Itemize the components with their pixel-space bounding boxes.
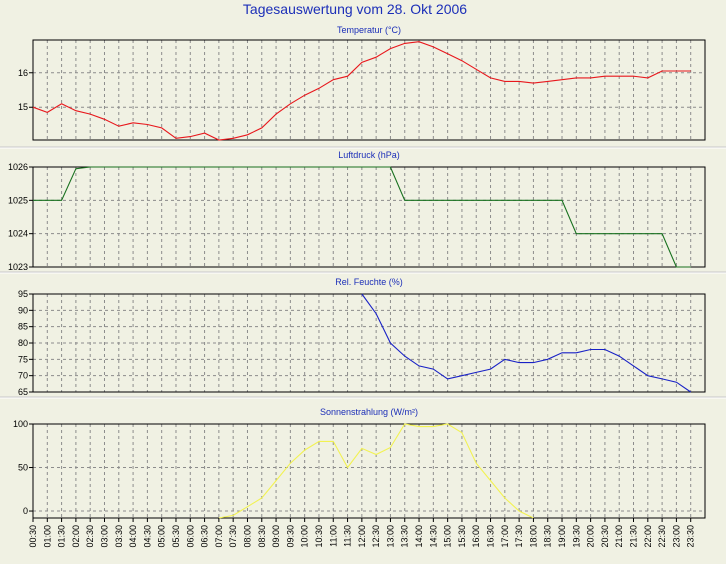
y-tick-label: 1024	[8, 229, 28, 239]
x-tick-label: 09:00	[271, 525, 281, 548]
panel-title: Rel. Feuchte (%)	[335, 277, 403, 287]
plot-frame	[32, 293, 706, 393]
x-tick-label: 16:30	[486, 525, 496, 548]
x-tick-label: 08:00	[242, 525, 252, 548]
y-tick-label: 0	[23, 506, 28, 516]
x-tick-label: 21:00	[614, 525, 624, 548]
plot-frame	[32, 166, 706, 268]
x-tick-label: 11:00	[328, 525, 338, 547]
x-tick-label: 18:30	[543, 525, 553, 548]
y-tick-label: 16	[18, 68, 28, 78]
chart-panels: Temperatur (°C) 15 16 Luftdruck (hPa) 1023 10…	[0, 25, 726, 519]
panel-title: Sonnenstrahlung (W/m²)	[320, 407, 418, 417]
x-tick-label: 04:00	[128, 525, 138, 548]
x-tick-label: 23:00	[671, 525, 681, 548]
x-tick-label: 15:30	[457, 525, 467, 548]
y-tick-label: 1023	[8, 262, 28, 272]
panel-2: Luftdruck (hPa) 1023 1024 1025 1026	[0, 150, 726, 274]
panel-title: Temperatur (°C)	[337, 25, 401, 35]
series-line	[361, 293, 692, 393]
x-tick-label: 02:30	[85, 525, 95, 548]
plot-frame	[32, 423, 706, 519]
panel-1: Temperatur (°C) 15 16	[0, 25, 726, 149]
x-tick-label: 09:30	[285, 525, 295, 548]
x-tick-label: 07:30	[228, 525, 238, 548]
x-tick-label: 17:00	[500, 525, 510, 548]
x-tick-label: 13:00	[385, 525, 395, 548]
y-tick-label: 15	[18, 102, 28, 112]
x-tick-label: 05:00	[157, 525, 167, 548]
panel-title: Luftdruck (hPa)	[338, 150, 400, 160]
y-tick-label: 80	[18, 338, 28, 348]
x-tick-label: 16:00	[471, 525, 481, 548]
x-tick-label: 19:00	[557, 525, 567, 548]
x-tick-label: 21:30	[629, 525, 639, 548]
y-tick-label: 50	[18, 463, 28, 473]
y-tick-label: 70	[18, 371, 28, 381]
x-tick-label: 20:00	[586, 525, 596, 548]
x-tick-label: 06:00	[185, 525, 195, 548]
series-line	[218, 423, 534, 519]
x-tick-label: 12:00	[357, 525, 367, 548]
x-tick-label: 04:30	[142, 525, 152, 548]
plot-frame	[32, 39, 706, 141]
y-tick-label: 85	[18, 322, 28, 332]
x-tick-label: 15:00	[443, 525, 453, 548]
y-tick-label: 100	[13, 419, 28, 429]
y-tick-label: 90	[18, 305, 28, 315]
series-line	[32, 41, 691, 141]
y-tick-label: 95	[18, 289, 28, 299]
x-tick-label: 03:00	[99, 525, 109, 548]
x-axis: 00:30 01:00 01:30 02:00 02:30 03:00 03:30 04:00…	[28, 518, 696, 548]
x-tick-label: 01:00	[42, 525, 52, 548]
y-tick-label: 1026	[8, 162, 28, 172]
x-tick-label: 07:00	[214, 525, 224, 548]
x-tick-label: 06:30	[200, 525, 210, 548]
x-tick-label: 10:00	[300, 525, 310, 548]
x-tick-label: 14:00	[414, 525, 424, 548]
x-tick-label: 10:30	[314, 525, 324, 548]
x-tick-label: 05:30	[171, 525, 181, 548]
x-tick-label: 22:30	[657, 525, 667, 548]
x-tick-label: 00:30	[28, 525, 38, 548]
x-tick-label: 17:30	[514, 525, 524, 548]
panel-3: Rel. Feuchte (%) 65 70 75 80 85 90 95	[0, 277, 726, 399]
panel-4: Sonnenstrahlung (W/m²) 0 50 100	[13, 407, 706, 519]
main-title: Tagesauswertung vom 28. Okt 2006	[243, 1, 467, 17]
x-tick-label: 02:00	[71, 525, 81, 548]
x-tick-label: 03:30	[114, 525, 124, 548]
x-tick-label: 14:30	[428, 525, 438, 548]
y-tick-label: 1025	[8, 195, 28, 205]
x-tick-label: 20:30	[600, 525, 610, 548]
x-tick-label: 18:00	[528, 525, 538, 548]
x-tick-label: 23:30	[686, 525, 696, 548]
x-tick-label: 22:00	[643, 525, 653, 548]
x-tick-label: 12:30	[371, 525, 381, 548]
x-tick-label: 19:30	[571, 525, 581, 548]
y-tick-label: 65	[18, 387, 28, 397]
x-tick-label: 01:30	[57, 525, 67, 548]
x-tick-label: 08:30	[257, 525, 267, 548]
x-tick-label: 13:30	[400, 525, 410, 548]
x-tick-label: 11:30	[343, 525, 353, 547]
y-tick-label: 75	[18, 354, 28, 364]
series-line	[33, 166, 691, 268]
